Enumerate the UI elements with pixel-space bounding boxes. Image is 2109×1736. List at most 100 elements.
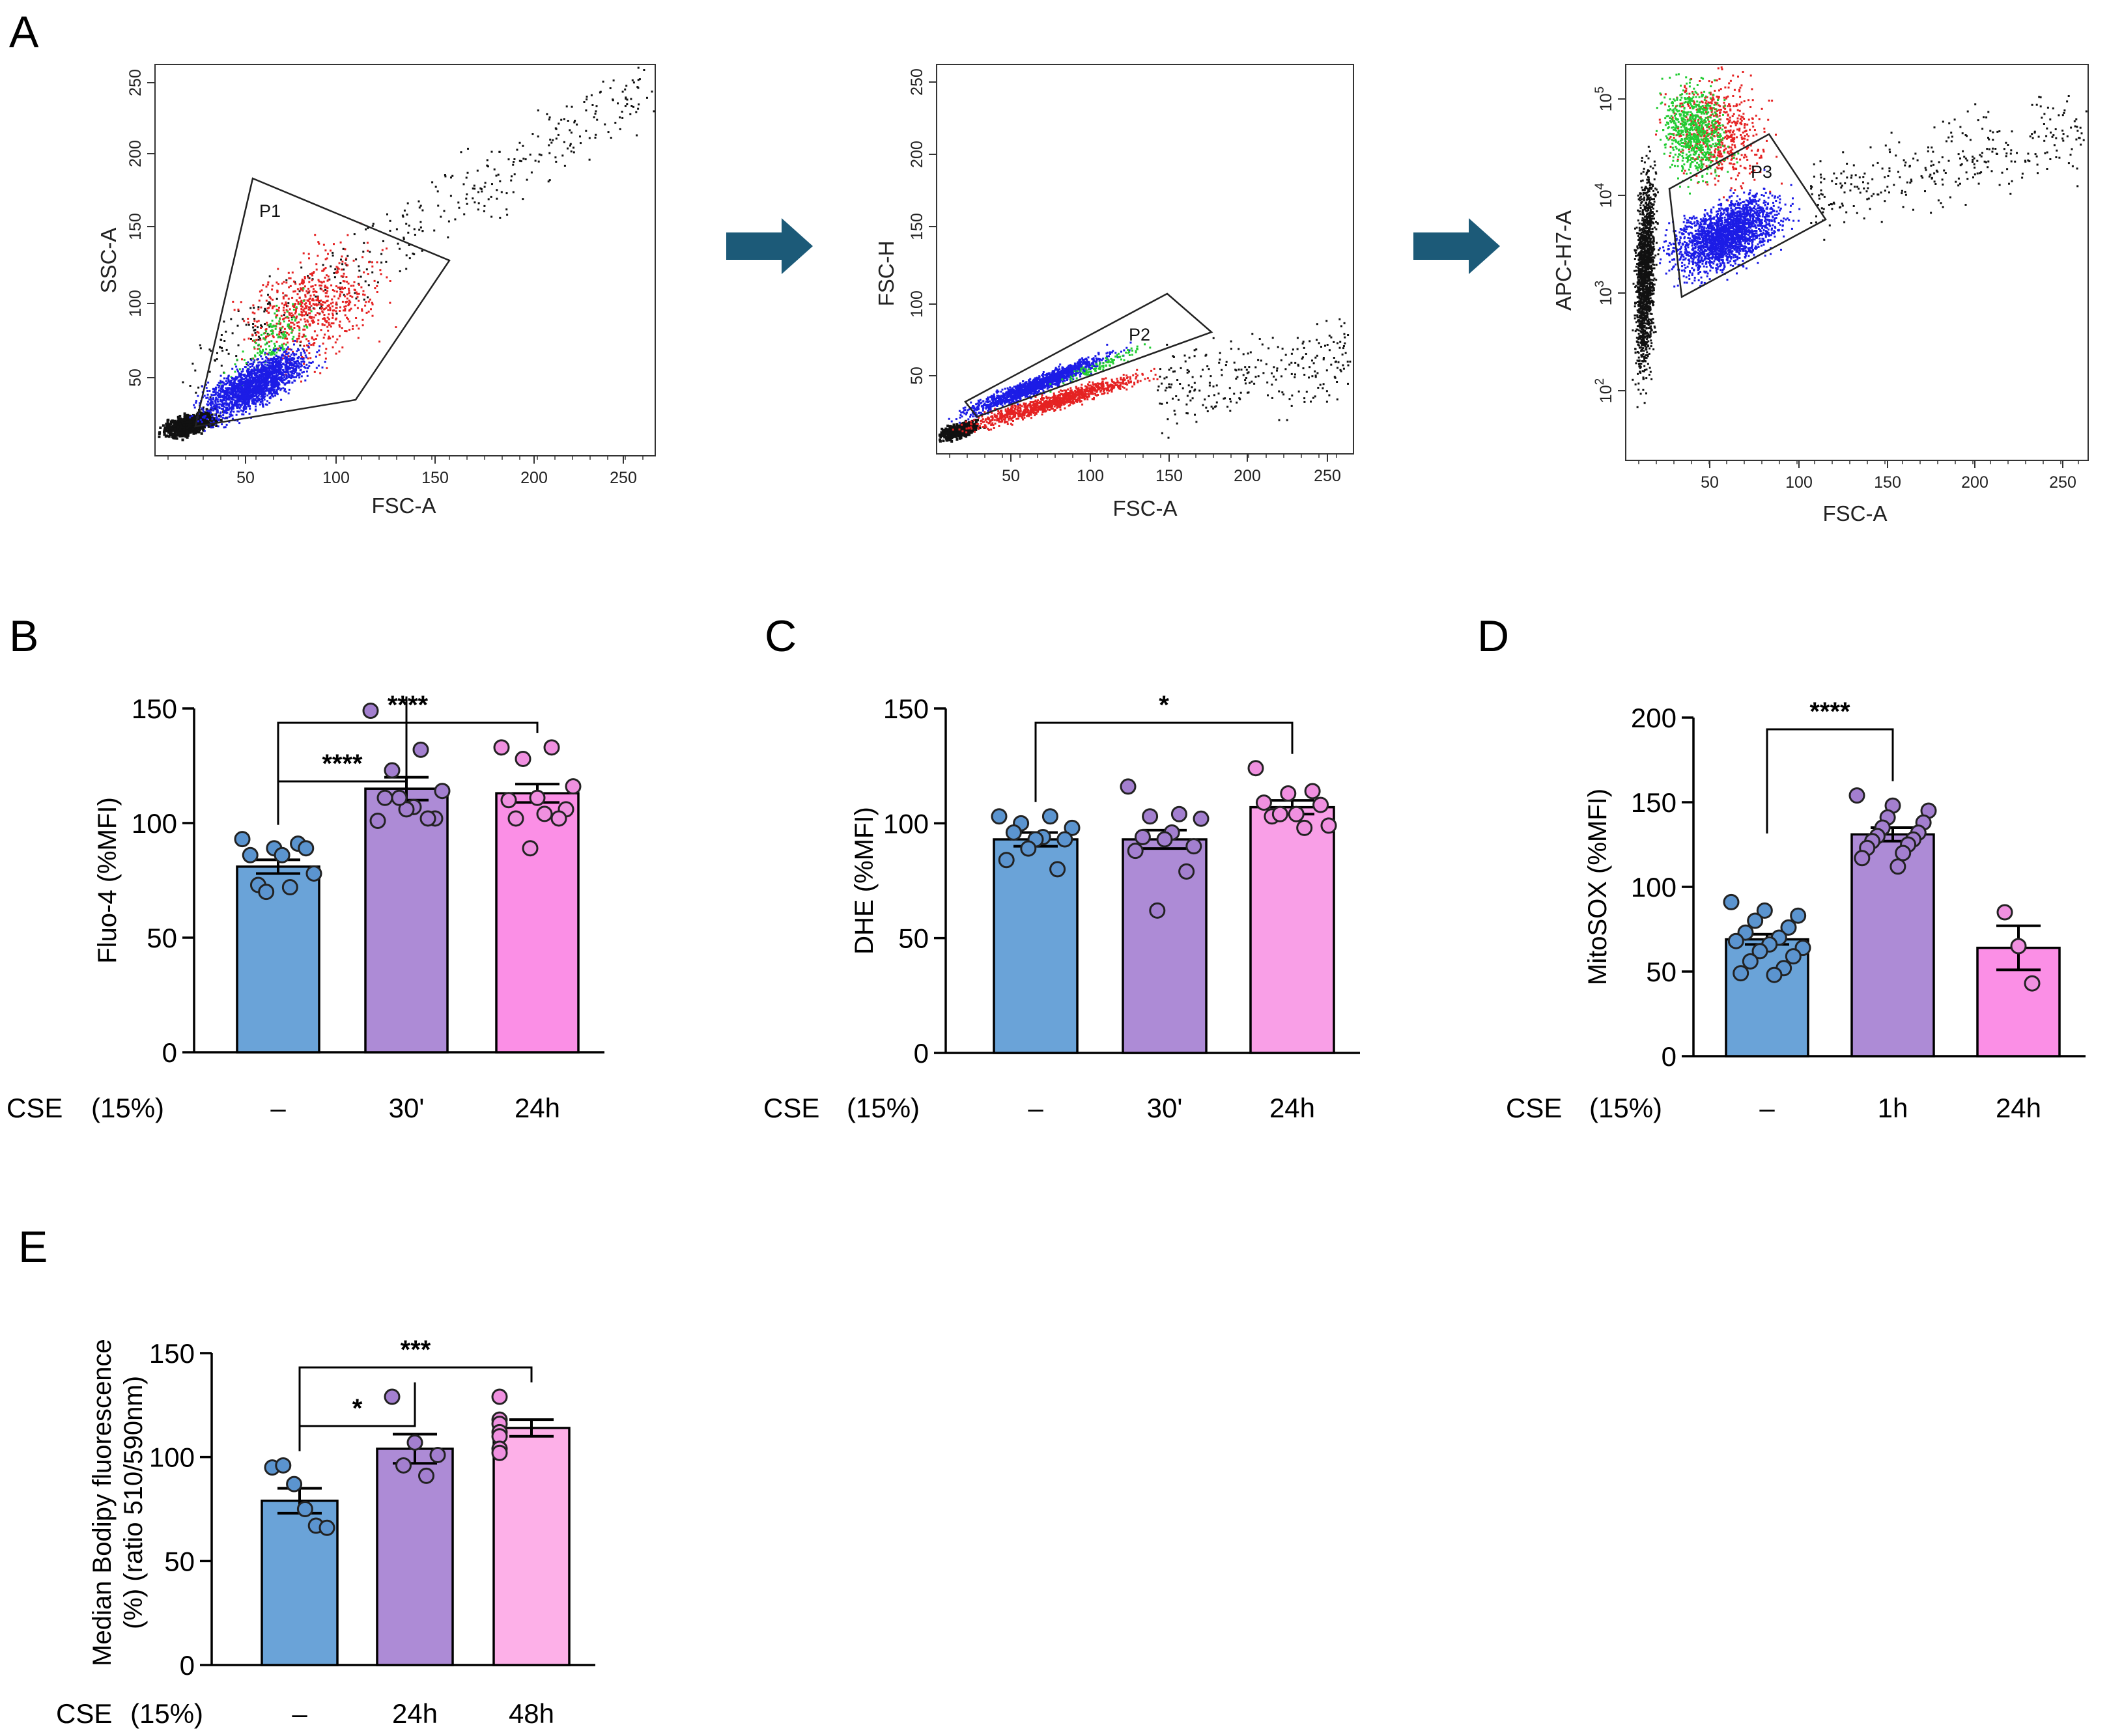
event-dot xyxy=(287,323,289,326)
event-dot xyxy=(252,304,255,307)
event-dot xyxy=(257,381,260,384)
event-dot xyxy=(253,368,256,371)
event-dot xyxy=(225,377,228,380)
event-dot xyxy=(193,418,197,421)
event-dot xyxy=(201,385,204,387)
event-dot xyxy=(225,400,227,402)
event-dot xyxy=(287,302,290,305)
event-dot xyxy=(251,397,254,399)
event-dot xyxy=(238,407,241,410)
event-dot xyxy=(609,87,612,89)
event-dot xyxy=(240,383,242,385)
event-dot xyxy=(373,279,376,282)
event-dot xyxy=(329,309,332,311)
event-dot xyxy=(233,401,236,404)
event-dot xyxy=(381,249,384,251)
event-dot xyxy=(321,307,324,309)
event-dot xyxy=(169,423,173,426)
event-dot xyxy=(178,428,182,430)
event-dot xyxy=(222,414,225,417)
event-dot xyxy=(337,297,340,300)
event-dot xyxy=(218,389,220,392)
event-dot xyxy=(248,337,250,340)
event-dot xyxy=(291,296,294,299)
event-dot xyxy=(219,374,222,377)
event-dot xyxy=(255,408,257,411)
event-dot xyxy=(218,414,221,417)
event-dot xyxy=(229,393,232,396)
event-dot xyxy=(240,386,242,389)
event-dot xyxy=(270,361,273,364)
gate-p1-polygon xyxy=(194,177,451,428)
event-dot xyxy=(264,389,267,392)
event-dot xyxy=(316,334,318,337)
event-dot xyxy=(1191,397,1194,400)
event-dot xyxy=(531,133,534,135)
event-dot xyxy=(343,268,345,271)
event-dot xyxy=(1310,400,1312,403)
event-dot xyxy=(337,287,339,289)
event-dot xyxy=(165,428,168,432)
event-dot xyxy=(540,154,543,156)
event-dot xyxy=(315,268,318,271)
event-dot xyxy=(264,372,267,374)
event-dot xyxy=(955,423,959,426)
event-dot xyxy=(263,310,266,313)
event-dot xyxy=(216,410,219,412)
event-dot xyxy=(163,428,166,432)
event-dot xyxy=(229,384,231,386)
event-dot xyxy=(232,399,234,401)
event-dot xyxy=(322,337,325,339)
event-dot xyxy=(207,400,209,403)
event-dot xyxy=(1314,395,1316,398)
event-dot xyxy=(274,386,276,389)
event-dot xyxy=(304,307,306,310)
event-dot xyxy=(188,430,191,434)
event-dot xyxy=(292,304,295,307)
event-dot xyxy=(264,381,267,384)
event-dot xyxy=(344,309,347,312)
event-dot xyxy=(231,400,233,403)
event-dot xyxy=(343,272,345,275)
event-dot xyxy=(267,384,270,387)
event-dot xyxy=(320,281,322,283)
event-dot xyxy=(302,360,305,363)
event-dot xyxy=(290,376,292,379)
event-dot xyxy=(223,397,225,399)
event-dot xyxy=(320,303,322,305)
event-dot xyxy=(290,331,293,334)
event-dot xyxy=(1164,389,1167,392)
event-dot xyxy=(219,419,223,422)
event-dot xyxy=(336,270,339,272)
event-dot xyxy=(225,348,228,351)
event-dot xyxy=(178,434,182,438)
event-dot xyxy=(382,240,384,242)
event-dot xyxy=(214,400,216,402)
event-dot xyxy=(212,423,215,426)
event-dot xyxy=(348,292,350,294)
event-dot xyxy=(1346,360,1349,363)
event-dot xyxy=(279,367,282,369)
event-dot xyxy=(552,139,554,141)
event-dot xyxy=(169,427,172,430)
event-dot xyxy=(276,322,278,325)
event-dot xyxy=(573,147,574,149)
event-dot xyxy=(238,387,241,390)
event-dot xyxy=(199,402,201,404)
event-dot xyxy=(265,356,268,359)
event-dot xyxy=(295,353,298,356)
event-dot xyxy=(290,328,292,329)
event-dot xyxy=(287,392,290,395)
event-dot xyxy=(302,309,305,311)
event-dot xyxy=(300,352,302,354)
event-dot xyxy=(240,379,243,382)
event-dot xyxy=(301,356,304,358)
event-dot xyxy=(294,339,296,342)
event-dot xyxy=(206,393,209,396)
event-dot xyxy=(304,285,306,288)
event-dot xyxy=(245,385,248,388)
event-dot xyxy=(1215,384,1218,387)
event-dot xyxy=(964,427,967,430)
event-dot xyxy=(307,340,310,342)
event-dot xyxy=(245,406,248,408)
